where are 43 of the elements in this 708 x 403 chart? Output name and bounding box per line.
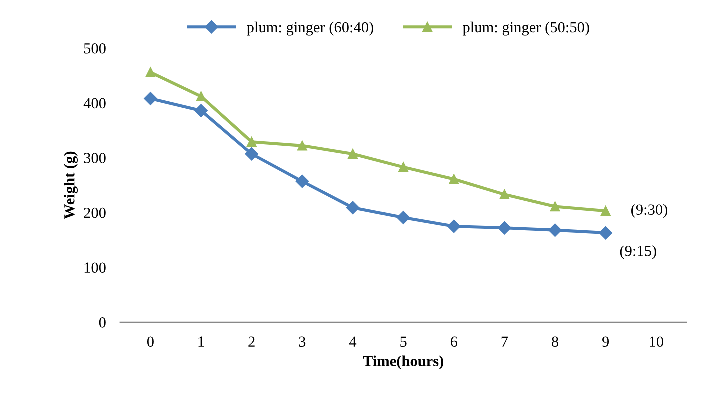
x-tick-label: 2 <box>248 336 255 347</box>
x-tick-label: 1 <box>198 336 204 347</box>
x-tick-label: 4 <box>349 336 357 347</box>
x-tick-label: 10 <box>650 336 664 348</box>
point <box>500 190 510 200</box>
x-tick-label: 8 <box>552 336 559 348</box>
point <box>298 141 308 151</box>
point <box>600 206 611 216</box>
x-tick-label: 0 <box>147 336 154 348</box>
x-tick-label: 6 <box>450 336 458 348</box>
legend-label: plum: ginger (50:50) <box>462 22 590 36</box>
annotation: (9:15) <box>620 246 656 260</box>
point <box>448 220 461 234</box>
point <box>599 226 612 240</box>
y-tick-label: 0 <box>99 318 106 328</box>
point <box>245 148 258 161</box>
point <box>246 137 257 147</box>
y-tick-label: 100 <box>84 262 106 274</box>
point <box>449 174 459 184</box>
point <box>296 174 310 188</box>
y-axis-title: Weight (g) <box>64 152 78 220</box>
x-axis-title: Time(hours) <box>363 356 444 370</box>
y-tick-label: 200 <box>84 208 106 218</box>
point <box>550 202 560 212</box>
x-tick-label: 3 <box>299 336 306 348</box>
point <box>348 149 358 159</box>
point <box>548 224 562 237</box>
x-tick-label: 7 <box>502 336 508 347</box>
y-tick-label: 400 <box>84 98 106 109</box>
point <box>144 92 158 106</box>
y-tick-label: 300 <box>84 153 106 164</box>
annotation: (9:30) <box>632 204 668 218</box>
x-tick-label: 9 <box>602 336 610 348</box>
point <box>196 92 206 102</box>
x-tick-label: 5 <box>400 336 407 348</box>
legend-label: plum: ginger (60:40) <box>247 22 374 36</box>
point <box>396 211 410 224</box>
y-tick-label: 500 <box>84 44 106 54</box>
point <box>146 68 156 78</box>
point <box>194 104 208 118</box>
point <box>346 201 360 214</box>
point <box>498 222 512 235</box>
point <box>398 162 408 172</box>
